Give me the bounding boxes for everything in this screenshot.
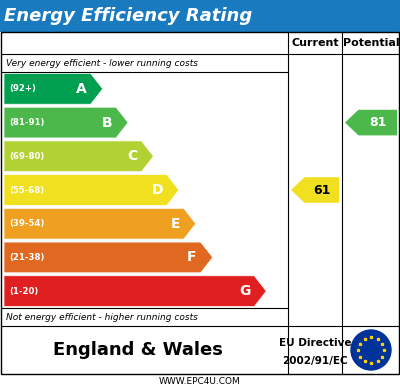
Polygon shape [4,175,179,205]
Text: Not energy efficient - higher running costs: Not energy efficient - higher running co… [6,312,198,322]
Text: (55-68): (55-68) [9,185,44,194]
Circle shape [351,330,391,370]
Text: (1-20): (1-20) [9,287,38,296]
Text: (39-54): (39-54) [9,219,44,228]
Text: (92+): (92+) [9,84,36,94]
Text: A: A [76,82,87,96]
Text: 2002/91/EC: 2002/91/EC [282,355,348,365]
Text: C: C [127,149,138,163]
Polygon shape [4,141,154,171]
Polygon shape [4,208,196,239]
Text: F: F [187,250,197,265]
Text: 81: 81 [369,116,386,129]
Bar [1,32,399,374]
Polygon shape [4,107,128,138]
Text: EU Directive: EU Directive [279,338,351,348]
Polygon shape [345,110,397,135]
Text: Energy Efficiency Rating: Energy Efficiency Rating [4,7,252,25]
Text: E: E [170,217,180,231]
Polygon shape [291,177,339,203]
Text: (69-80): (69-80) [9,152,44,161]
Text: WWW.EPC4U.COM: WWW.EPC4U.COM [159,376,241,386]
Text: D: D [151,183,163,197]
Bar [0,0,400,32]
Text: B: B [102,116,112,130]
Text: (81-91): (81-91) [9,118,44,127]
Text: 61: 61 [313,184,330,196]
Text: Very energy efficient - lower running costs: Very energy efficient - lower running co… [6,59,198,68]
Text: G: G [239,284,250,298]
Text: (21-38): (21-38) [9,253,44,262]
Text: Potential: Potential [343,38,399,48]
Text: England & Wales: England & Wales [53,341,223,359]
Polygon shape [4,276,266,307]
Polygon shape [4,73,103,104]
Text: Current: Current [291,38,339,48]
Polygon shape [4,242,213,273]
